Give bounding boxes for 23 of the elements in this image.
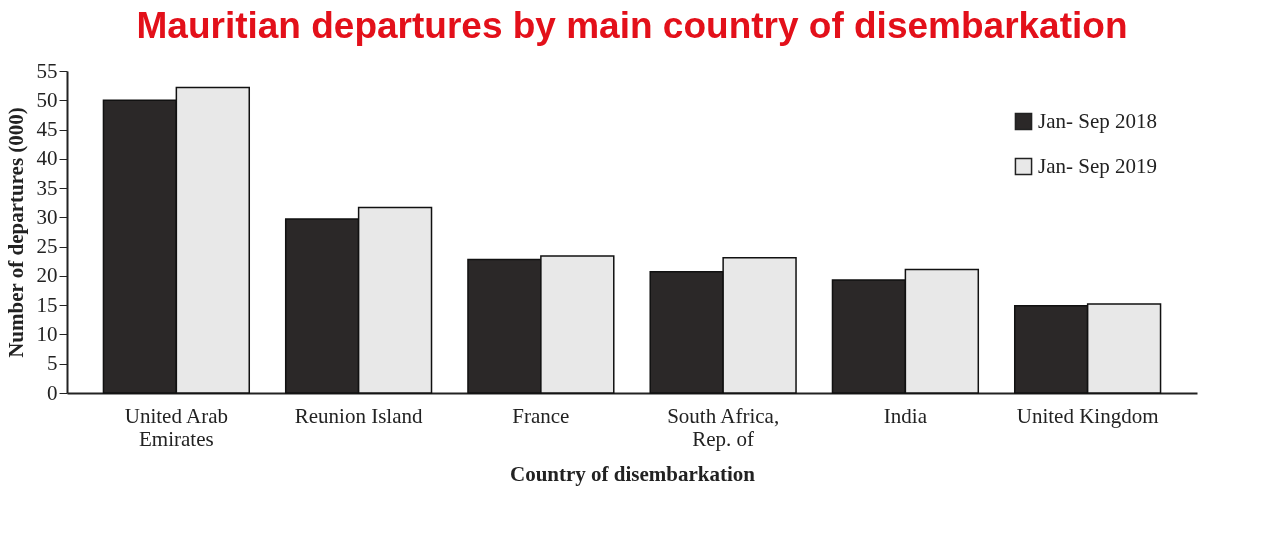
y-tick-label: 35 (36, 175, 58, 200)
y-axis-title: Number of departures (000) (3, 107, 28, 358)
y-tick-label: 25 (36, 234, 58, 259)
y-tick-label: 0 (47, 380, 58, 405)
legend-label: Jan- Sep 2019 (1038, 153, 1157, 178)
x-axis-title: Country of disembarkation (509, 461, 756, 486)
x-tick-label: France (512, 403, 570, 428)
legend-label: Jan- Sep 2018 (1038, 108, 1157, 133)
y-tick-label: 45 (36, 117, 58, 142)
y-tick-label: 55 (36, 58, 58, 83)
y-tick-label: 10 (36, 321, 58, 346)
x-tick-label: India (883, 403, 928, 428)
x-tick-label: South Africa, Rep. of (667, 403, 780, 451)
y-tick-label: 5 (47, 351, 58, 376)
x-tick-label: United Arab Emirates (124, 403, 228, 451)
y-tick-label: 50 (36, 87, 58, 112)
chart-title: Mauritian departures by main country of disembarkation (136, 5, 1128, 46)
y-tick-label: 20 (36, 263, 58, 288)
y-tick-label: 40 (36, 146, 58, 171)
x-tick-label: Reunion Island (294, 403, 423, 428)
y-tick-label: 30 (36, 204, 58, 229)
x-tick-label: United Kingdom (1016, 403, 1159, 428)
y-tick-label: 15 (36, 292, 58, 317)
